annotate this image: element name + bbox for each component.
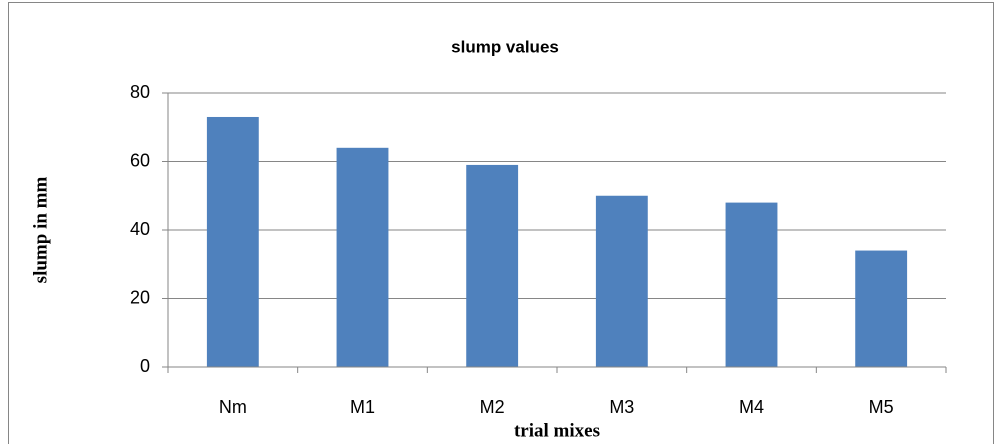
x-tick-label: M4 xyxy=(739,397,764,417)
y-axis-label: slump in mm xyxy=(30,177,51,284)
x-tick-label: M2 xyxy=(480,397,505,417)
bar xyxy=(206,116,259,367)
x-tick-label: M5 xyxy=(869,397,894,417)
y-tick-label: 0 xyxy=(140,356,150,376)
y-tick-label: 20 xyxy=(130,287,150,307)
bar xyxy=(855,250,908,367)
bar xyxy=(595,195,648,367)
bar xyxy=(725,202,778,367)
y-tick-label: 80 xyxy=(130,82,150,102)
chart-title: slump values xyxy=(451,37,559,56)
x-tick-label: M1 xyxy=(350,397,375,417)
x-tick-label: Nm xyxy=(219,397,247,417)
x-axis-label: trial mixes xyxy=(514,420,600,441)
bar xyxy=(466,164,519,367)
y-tick-label: 40 xyxy=(130,219,150,239)
y-tick-label: 60 xyxy=(130,150,150,170)
bar xyxy=(336,147,389,367)
x-tick-label: M3 xyxy=(609,397,634,417)
